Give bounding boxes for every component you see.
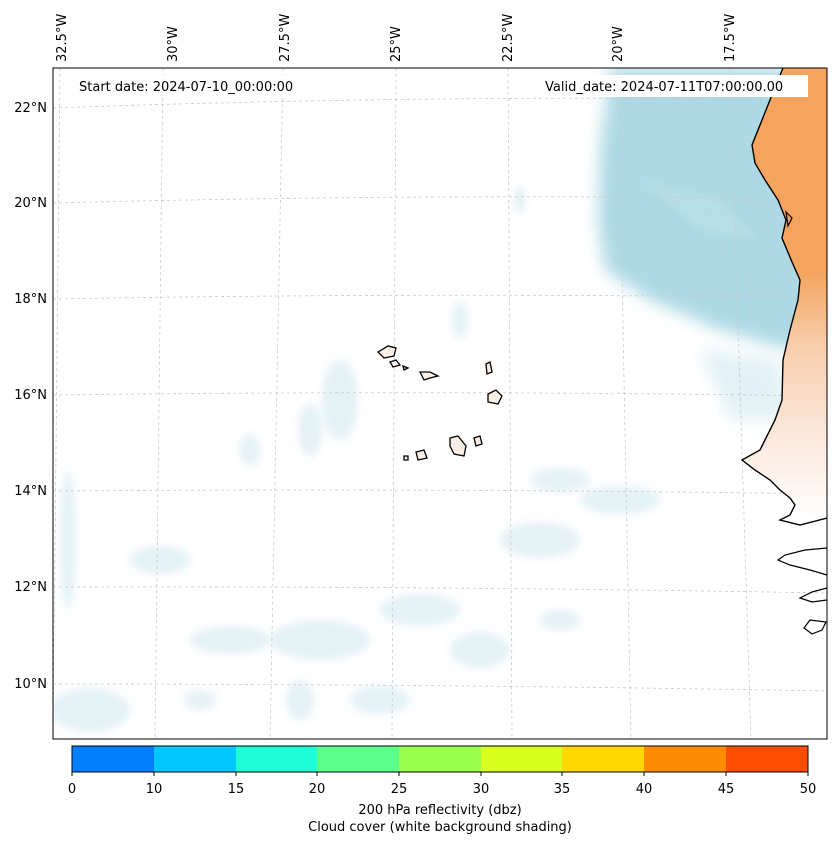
colorbar-tick: 50 (800, 782, 817, 797)
colorbar-tick: 30 (473, 782, 490, 797)
coastline (740, 68, 827, 526)
lon-label: 17.5°W (723, 14, 738, 62)
valid-date-box (540, 75, 808, 97)
start-date-box (72, 75, 314, 97)
colorbar-segment (399, 746, 481, 772)
colorbar-segment (317, 746, 399, 772)
colorbar-tick: 35 (554, 782, 571, 797)
colorbar-tick: 10 (146, 782, 163, 797)
lon-label: 22.5°W (501, 14, 516, 62)
colorbar-segment (236, 746, 317, 772)
lon-label: 25°W (389, 26, 404, 62)
colorbar-tick: 15 (228, 782, 245, 797)
lat-label: 20°N (14, 196, 47, 211)
colorbar-sublabel: Cloud cover (white background shading) (308, 820, 572, 835)
colorbar-segment (72, 746, 154, 772)
lat-label: 16°N (14, 388, 47, 403)
lon-label: 30°W (166, 26, 181, 62)
colorbar: 0 10 15 20 25 30 35 40 45 50 200 hPa ref… (68, 745, 817, 835)
colorbar-tick: 20 (309, 782, 326, 797)
colorbar-segment (154, 746, 236, 772)
colorbar-segment (644, 746, 726, 772)
lat-label: 14°N (14, 484, 47, 499)
start-date-label: Start date: 2024-07-10_00:00:00 (79, 80, 293, 95)
valid-date-label: Valid_date: 2024-07-11T07:00:00.00 (545, 80, 783, 95)
colorbar-frame (71, 745, 809, 773)
colorbar-tick: 45 (718, 782, 735, 797)
lon-label: 27.5°W (278, 14, 293, 62)
lat-label: 22°N (14, 101, 47, 116)
map-frame (52, 67, 828, 740)
colorbar-segment (562, 746, 644, 772)
longitude-labels: 32.5°W 30°W 27.5°W 25°W 22.5°W 20°W 17.5… (55, 14, 738, 62)
colorbar-segment (726, 746, 808, 772)
cape-verde-islands (376, 345, 503, 461)
africa-landmass (742, 68, 827, 520)
lat-label: 10°N (14, 677, 47, 692)
graticule (53, 68, 827, 739)
lon-label: 20°W (611, 26, 626, 62)
colorbar-segment (481, 746, 562, 772)
lat-label: 12°N (14, 580, 47, 595)
lat-label: 18°N (14, 292, 47, 307)
colorbar-tick: 40 (636, 782, 653, 797)
colorbar-label: 200 hPa reflectivity (dbz) (358, 803, 521, 818)
colorbar-tick: 25 (391, 782, 408, 797)
lon-label: 32.5°W (55, 14, 70, 62)
colorbar-tick: 0 (68, 782, 76, 797)
latitude-labels: 22°N 20°N 18°N 16°N 14°N 12°N 10°N (14, 101, 47, 692)
